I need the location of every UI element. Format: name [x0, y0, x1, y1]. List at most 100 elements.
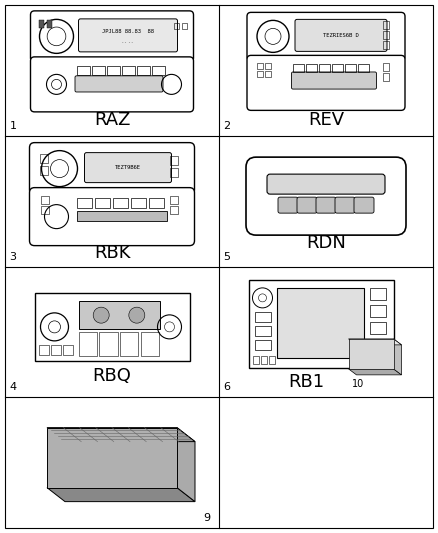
FancyBboxPatch shape: [247, 55, 405, 110]
Bar: [252, 356, 258, 364]
FancyBboxPatch shape: [29, 143, 194, 195]
Bar: [268, 356, 275, 364]
Bar: [78, 301, 159, 329]
Bar: [261, 356, 266, 364]
Bar: [254, 312, 271, 322]
Bar: [170, 206, 177, 214]
Bar: [39, 345, 49, 355]
Bar: [50, 345, 60, 355]
Bar: [40, 206, 49, 214]
Text: TEZRIES6B D: TEZRIES6B D: [323, 33, 359, 38]
Polygon shape: [47, 488, 195, 502]
Bar: [152, 66, 165, 75]
Bar: [170, 167, 177, 176]
Text: RDN: RDN: [306, 234, 346, 252]
Bar: [383, 21, 389, 29]
Bar: [120, 333, 138, 356]
FancyBboxPatch shape: [354, 197, 374, 213]
Circle shape: [93, 307, 109, 323]
FancyBboxPatch shape: [31, 57, 194, 112]
FancyBboxPatch shape: [75, 76, 163, 92]
Bar: [257, 63, 263, 69]
Bar: [63, 345, 73, 355]
Bar: [370, 322, 385, 334]
Text: TEZT9B6E: TEZT9B6E: [115, 165, 141, 170]
Text: 1: 1: [10, 121, 17, 131]
Text: - -  - -: - - - -: [123, 40, 134, 44]
Bar: [106, 66, 120, 75]
Bar: [92, 66, 105, 75]
Bar: [77, 198, 92, 208]
Circle shape: [129, 307, 145, 323]
Text: JPJL88 88.83  88: JPJL88 88.83 88: [102, 29, 154, 35]
Polygon shape: [393, 339, 402, 375]
Bar: [131, 198, 145, 208]
FancyBboxPatch shape: [295, 19, 387, 51]
Bar: [370, 288, 385, 300]
Bar: [181, 23, 187, 29]
FancyBboxPatch shape: [78, 19, 177, 52]
FancyBboxPatch shape: [29, 188, 194, 246]
Text: 6: 6: [223, 382, 230, 392]
Bar: [78, 333, 97, 356]
FancyBboxPatch shape: [292, 72, 377, 89]
Bar: [276, 288, 364, 358]
Text: 5: 5: [223, 252, 230, 262]
FancyBboxPatch shape: [246, 157, 406, 235]
Text: 9: 9: [203, 513, 211, 523]
Polygon shape: [177, 427, 195, 502]
Bar: [293, 64, 304, 72]
Text: 4: 4: [10, 382, 17, 392]
Bar: [173, 23, 179, 29]
Bar: [254, 340, 271, 350]
Bar: [170, 156, 177, 165]
Bar: [137, 66, 149, 75]
Bar: [345, 64, 356, 72]
FancyBboxPatch shape: [278, 197, 298, 213]
Bar: [47, 427, 177, 488]
Bar: [141, 333, 159, 356]
Text: REV: REV: [308, 111, 344, 130]
Bar: [77, 211, 166, 221]
Text: RBK: RBK: [94, 244, 130, 262]
Bar: [383, 63, 389, 71]
Bar: [99, 333, 117, 356]
Bar: [35, 293, 190, 361]
Bar: [121, 66, 134, 75]
FancyBboxPatch shape: [335, 197, 355, 213]
Bar: [170, 196, 177, 204]
Bar: [39, 154, 47, 163]
Text: RB1: RB1: [288, 373, 324, 391]
Bar: [265, 63, 271, 69]
Bar: [349, 339, 393, 369]
FancyBboxPatch shape: [316, 197, 336, 213]
Bar: [254, 326, 271, 336]
Text: 10: 10: [352, 379, 364, 389]
FancyBboxPatch shape: [267, 174, 385, 194]
Bar: [113, 198, 127, 208]
Bar: [358, 64, 369, 72]
FancyBboxPatch shape: [85, 152, 172, 183]
Text: 3: 3: [10, 252, 17, 262]
Bar: [40, 196, 49, 204]
Text: 2: 2: [223, 121, 230, 131]
Bar: [257, 71, 263, 77]
Bar: [265, 71, 271, 77]
Text: RBQ: RBQ: [92, 367, 131, 385]
Bar: [248, 280, 393, 368]
Bar: [95, 198, 110, 208]
Bar: [46, 20, 52, 28]
Bar: [383, 31, 389, 39]
Bar: [319, 64, 330, 72]
Polygon shape: [349, 339, 402, 345]
FancyBboxPatch shape: [31, 11, 194, 62]
Polygon shape: [47, 427, 195, 442]
Bar: [77, 66, 89, 75]
Text: RAZ: RAZ: [94, 111, 130, 130]
Bar: [39, 166, 47, 175]
Bar: [332, 64, 343, 72]
Bar: [383, 74, 389, 82]
Bar: [148, 198, 163, 208]
Polygon shape: [349, 369, 402, 375]
Bar: [370, 339, 385, 351]
